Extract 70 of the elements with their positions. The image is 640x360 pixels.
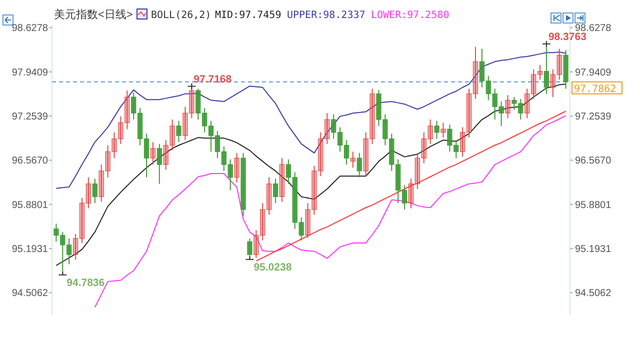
annotation: 98.3763 <box>548 30 587 43</box>
annotation: 97.7168 <box>194 73 232 86</box>
candlestick <box>118 116 124 144</box>
candlestick <box>182 106 188 141</box>
candlestick <box>370 88 375 144</box>
candlestick <box>421 132 426 164</box>
y-tick-label: 97.9409 <box>12 67 48 78</box>
y2-tick-label: 97.9409 <box>575 67 612 78</box>
text: UPPER:98.2337 <box>287 10 366 21</box>
y2-tick-label: 97.2539 <box>575 112 612 123</box>
candlestick <box>408 178 414 209</box>
candlestick <box>150 142 156 166</box>
candlestick <box>170 119 175 151</box>
candlestick <box>460 126 466 158</box>
y-tick-label: 95.8801 <box>12 200 48 211</box>
candlestick <box>247 238 252 260</box>
candlestick <box>363 132 368 177</box>
candlestick <box>414 152 420 190</box>
candlestick <box>324 112 330 144</box>
candlestick <box>254 230 259 258</box>
candlestick <box>279 158 285 202</box>
candlestick <box>124 90 130 130</box>
candlestick <box>176 120 182 143</box>
candlestick <box>260 202 266 241</box>
candlestick <box>156 143 162 184</box>
candlestick <box>537 64 543 80</box>
candlestick <box>86 176 92 209</box>
y2-tick-label: 95.8801 <box>575 200 612 211</box>
candlestick <box>105 144 110 178</box>
candlestick <box>530 68 536 100</box>
candlestick <box>72 233 78 260</box>
candlestick <box>112 132 117 159</box>
y-tick-label: 94.5062 <box>12 288 48 300</box>
candlestick <box>440 122 446 138</box>
y-tick-label: 95.1931 <box>12 244 48 256</box>
y-tick-label: 97.2539 <box>12 112 48 123</box>
line-series <box>256 110 566 262</box>
text: LOWER:97.2580 <box>371 10 450 21</box>
candlestick <box>312 165 317 216</box>
y2-tick-label: 96.5670 <box>575 156 612 167</box>
candlestick <box>305 202 310 238</box>
candlestick <box>234 152 240 184</box>
candlestick <box>524 88 530 119</box>
candlestick <box>550 68 556 98</box>
text: MID:97.7459 <box>215 10 282 21</box>
candlestick <box>466 88 472 138</box>
candlestick <box>163 140 168 170</box>
chart-title: 美元指数<日线> <box>54 8 133 21</box>
ref-line-label: 97.7862 <box>574 84 616 95</box>
annotation: 94.7836 <box>66 276 105 289</box>
y-tick-label: 96.5670 <box>12 156 48 167</box>
candlestick <box>505 94 510 119</box>
y-tick-label: 98.6278 <box>12 23 48 34</box>
annotation: 95.0238 <box>254 261 292 274</box>
y2-tick-label: 94.5062 <box>575 288 612 300</box>
line-series <box>56 52 566 189</box>
candlestick <box>98 164 104 202</box>
candlestick <box>266 176 272 216</box>
candlestick <box>318 132 324 177</box>
legend-title: BOLL(26,2) <box>151 10 212 21</box>
candlestick <box>428 119 433 144</box>
candlestick <box>472 46 478 100</box>
candlestick <box>272 178 278 204</box>
y2-tick-label: 95.1931 <box>575 244 612 256</box>
candlestick <box>79 197 85 244</box>
candlestick <box>434 120 440 140</box>
candlestick <box>92 178 98 204</box>
candlestick <box>356 152 362 178</box>
candlestick <box>350 151 356 168</box>
candlestick <box>556 48 562 80</box>
